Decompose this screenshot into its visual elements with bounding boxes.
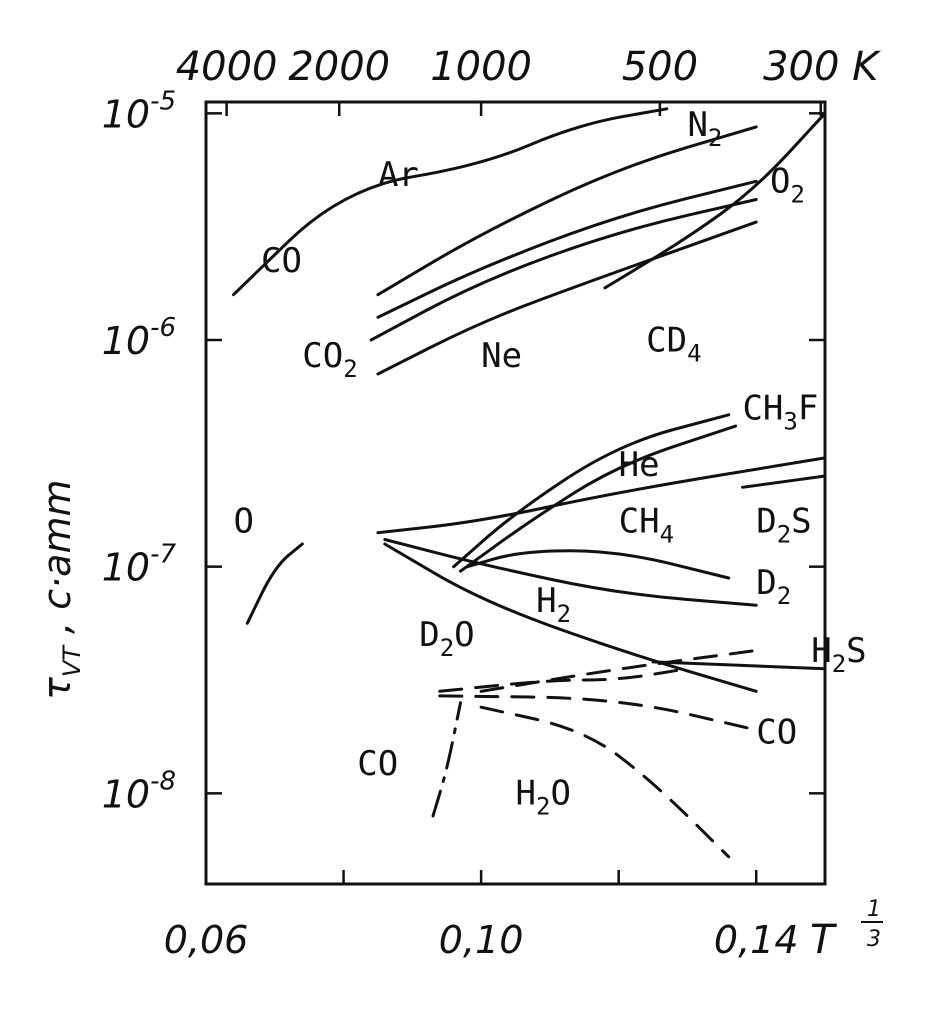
top-tick-label: 500 — [622, 44, 698, 90]
series-labels: Ar N2 O2 CO CO2 Ne CD4 CH3F He CH4 D2S O H2 D2 D2O H2S C… — [234, 105, 867, 821]
series-line-co2 — [369, 198, 758, 342]
series-label-h2s: H2S — [811, 631, 866, 678]
series-label-d2: D2 — [756, 563, 791, 610]
series-label-o2: O2 — [770, 162, 805, 209]
y-axis-label-main: τ — [35, 676, 79, 700]
series-label-co: CO — [756, 712, 797, 752]
series-label-d2s: D2S — [756, 502, 811, 549]
series-line-d2 — [383, 538, 758, 607]
series-label-h2: H2 — [536, 581, 571, 628]
series-line-co — [431, 701, 462, 818]
y-axis-label-rest: , c·amm — [35, 480, 79, 647]
y-tick-label: 10-5 — [102, 86, 176, 136]
series-label-co: CO — [261, 241, 302, 281]
series-line-n2 — [376, 125, 758, 297]
top-tick-label: 4000 — [176, 44, 278, 90]
x-axis-label-main: T — [810, 917, 838, 963]
x-tick-label: 0,06 — [164, 918, 249, 962]
series-line-o — [245, 542, 304, 625]
y-ticks: 10-5 10-6 10-7 10-8 — [102, 86, 825, 816]
y-axis-label-sub: VT — [58, 644, 86, 677]
series-label-n2: N2 — [687, 105, 722, 152]
series-line-co — [438, 694, 758, 732]
series-line-ch4 — [465, 549, 731, 580]
series-line-h2s — [651, 660, 827, 671]
series-label-o: O — [234, 502, 254, 542]
series-label-ch4: CH4 — [619, 502, 674, 549]
series-label-d2o: D2O — [419, 615, 474, 662]
x-ticks: 0,06 0,10 0,14 — [164, 870, 799, 962]
series-line-ch3f — [459, 424, 738, 573]
series-label-ch3f: CH3F — [742, 388, 818, 435]
y-tick-label: 10-7 — [102, 540, 177, 590]
series-label-h2o: H2O — [516, 774, 571, 821]
series-line-o2 — [603, 111, 827, 290]
svg-text:τVT , c·amm: τVT , c·amm — [35, 480, 86, 701]
top-tick-label: 2000 — [288, 44, 390, 90]
series-label-co2: CO2 — [302, 336, 357, 383]
plot-frame — [204, 100, 827, 886]
top-tick-label: 1000 — [430, 44, 532, 90]
x-axis-label-exp-num: 1 — [867, 897, 881, 922]
x-tick-label: 0,14 — [714, 918, 799, 962]
series-curves — [232, 107, 827, 859]
series-label-ne: Ne — [481, 336, 522, 376]
x-axis-label-exp-den: 3 — [867, 927, 881, 952]
top-ticks: 4000 2000 1000 500 300 K — [176, 44, 881, 116]
series-line-d2s — [741, 474, 827, 489]
series-line-co — [376, 179, 758, 319]
series-label-he: He — [619, 445, 660, 485]
series-label-cd4: CD4 — [646, 320, 701, 367]
series-line-co — [438, 667, 689, 693]
series-label-co: CO — [357, 744, 398, 784]
x-tick-label: 0,10 — [439, 918, 524, 962]
y-tick-label: 10-6 — [102, 313, 176, 363]
plot-border — [204, 100, 827, 886]
y-tick-label: 10-8 — [102, 766, 176, 816]
series-line-ar — [232, 107, 669, 297]
series-line-d2o — [479, 649, 758, 693]
top-tick-label: 300 K — [763, 44, 881, 90]
series-line-cd4 — [452, 413, 731, 569]
series-line-he — [376, 456, 827, 535]
series-line-ne — [376, 220, 758, 376]
y-axis-label: τVT , c·amm — [35, 480, 86, 701]
series-label-ar: Ar — [378, 155, 419, 195]
series-line-h2o — [479, 705, 731, 859]
